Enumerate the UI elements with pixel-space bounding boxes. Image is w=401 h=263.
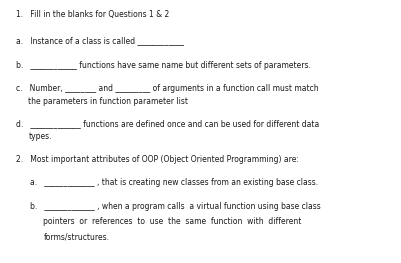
Text: a.   _____________ , that is creating new classes from an existing base class.: a. _____________ , that is creating new … — [30, 178, 318, 188]
Text: pointers  or  references  to  use  the  same  function  with  different: pointers or references to use the same f… — [43, 217, 302, 226]
Text: forms/structures.: forms/structures. — [43, 232, 109, 241]
Text: d.   _____________ functions are defined once and can be used for different data: d. _____________ functions are defined o… — [16, 119, 319, 128]
Text: c.   Number, ________ and _________ of arguments in a function call must match: c. Number, ________ and _________ of arg… — [16, 84, 318, 93]
Text: types.: types. — [28, 132, 52, 141]
Text: 1.   Fill in the blanks for Questions 1 & 2: 1. Fill in the blanks for Questions 1 & … — [16, 10, 169, 19]
Text: 2.   Most important attributes of OOP (Object Oriented Programming) are:: 2. Most important attributes of OOP (Obj… — [16, 155, 299, 164]
Text: b.   _____________ , when a program calls  a virtual function using base class: b. _____________ , when a program calls … — [30, 202, 320, 211]
Text: a.   Instance of a class is called ____________: a. Instance of a class is called _______… — [16, 36, 184, 45]
Text: b.   ____________ functions have same name but different sets of parameters.: b. ____________ functions have same name… — [16, 61, 311, 70]
Text: the parameters in function parameter list: the parameters in function parameter lis… — [28, 97, 188, 106]
